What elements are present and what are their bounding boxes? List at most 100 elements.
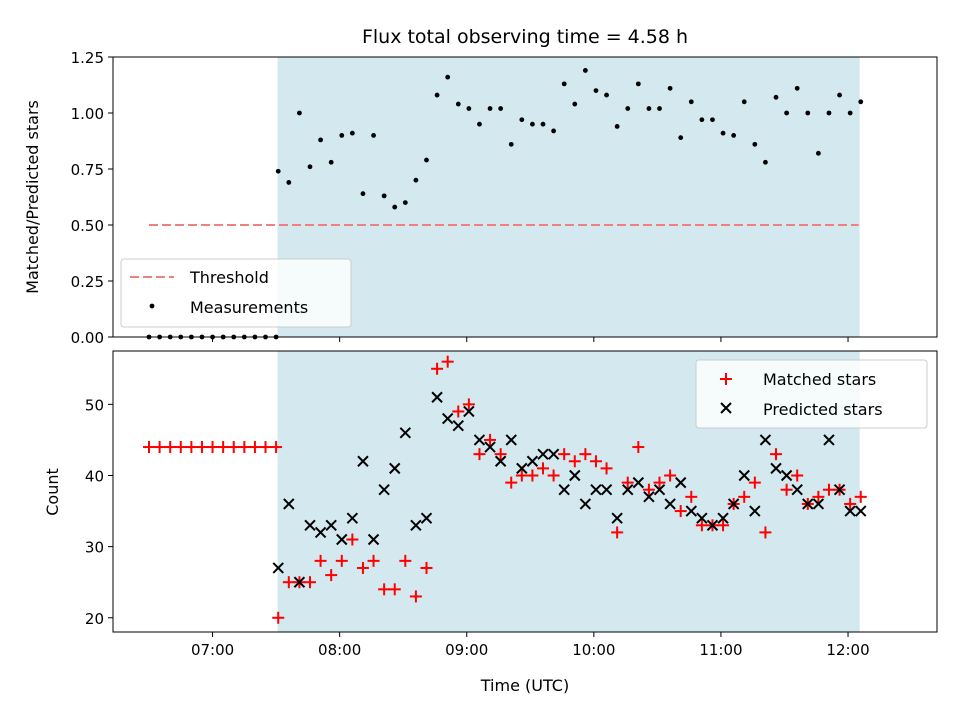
matched-star-point: [642, 483, 655, 496]
matched-star-point: [589, 455, 602, 468]
matched-star-point: [515, 469, 528, 482]
x-tick-label: 08:00: [318, 641, 361, 659]
predicted-star-point: [526, 455, 539, 467]
predicted-star-point: [473, 434, 486, 446]
measurement-point: [582, 68, 588, 73]
top-plot-frame: [112, 56, 938, 338]
predicted-star-point: [314, 526, 327, 539]
measurement-point: [360, 191, 366, 197]
predicted-star-point: [357, 455, 369, 467]
bottom-y-tick-label: 50: [85, 396, 104, 414]
predicted-star-point: [547, 448, 560, 460]
predicted-star-point: [664, 498, 676, 510]
top-panel: 0.00 0.25 0.50 0.75 1.00 1.25 Matched/Predict…: [23, 49, 938, 347]
top-legend: Threshold Measurements: [120, 258, 352, 328]
predicted-star-point: [579, 498, 592, 510]
measurement-point: [519, 117, 525, 123]
top-y-tick-label: 1.00: [71, 105, 104, 123]
predicted-star-point: [855, 505, 867, 517]
measurement-point: [392, 204, 398, 210]
measurement-point: [371, 133, 376, 138]
measurement-point: [678, 135, 684, 141]
measurement-point: [773, 94, 779, 100]
measurement-point: [402, 200, 408, 206]
legend-measurements-swatch: [149, 303, 155, 309]
measurement-point: [858, 99, 864, 105]
matched-star-point: [653, 476, 666, 489]
predicted-star-point: [653, 484, 666, 496]
x-tick-label: 12:00: [826, 641, 869, 659]
measurement-point: [826, 110, 832, 116]
top-y-tick-label: 1.25: [71, 49, 104, 67]
matched-star-point: [621, 476, 634, 489]
predicted-star-point: [717, 512, 729, 524]
predicted-star-point: [611, 512, 623, 524]
measurement-point: [784, 110, 790, 116]
measurement-point: [646, 106, 652, 111]
predicted-star-point: [770, 462, 782, 475]
matched-star-point: [526, 469, 539, 482]
bottom-y-axis-label: Count: [43, 468, 62, 516]
matched-star-point: [695, 519, 708, 532]
predicted-star-point: [367, 533, 380, 546]
matched-star-point: [748, 476, 761, 489]
measurement-point: [763, 159, 768, 165]
measurement-point: [710, 117, 715, 123]
predicted-star-point: [272, 562, 284, 574]
predicted-star-point: [759, 434, 772, 446]
measurement-point: [339, 133, 345, 138]
matched-star-point: [473, 448, 486, 461]
predicted-star-point: [558, 484, 570, 496]
predicted-star-point: [738, 469, 750, 482]
predicted-star-point: [749, 505, 761, 517]
measurement-point: [477, 121, 482, 127]
predicted-star-point: [643, 491, 655, 503]
matched-star-point: [685, 490, 698, 503]
matched-star-point: [248, 441, 261, 454]
predicted-star-point: [452, 419, 464, 432]
bottom-y-tick-label: 40: [85, 467, 104, 485]
measurement-point: [381, 193, 387, 199]
matched-star-point: [238, 441, 251, 454]
x-tick-label: 07:00: [191, 641, 234, 659]
measurement-point: [413, 177, 419, 183]
measurement-point: [434, 92, 440, 98]
predicted-star-point: [505, 434, 517, 446]
top-y-tick-label: 0.50: [71, 217, 104, 235]
predicted-star-point: [632, 476, 645, 489]
matched-star-point: [378, 583, 391, 596]
matched-star-point: [356, 561, 369, 574]
measurement-point: [731, 133, 737, 138]
matched-star-point: [854, 490, 867, 503]
predicted-star-point: [590, 484, 602, 496]
matched-star-point: [399, 554, 412, 567]
predicted-star-point: [484, 441, 496, 453]
measurement-point: [720, 130, 726, 136]
measurement-point: [688, 99, 694, 105]
matched-star-point: [431, 362, 444, 375]
predicted-star-point: [844, 505, 856, 517]
matched-star-point: [206, 441, 219, 454]
matched-star-point: [632, 441, 645, 454]
predicted-star-point: [389, 462, 401, 475]
measurement-point: [424, 157, 429, 163]
bottom-panel: 20 30 40 50 07:00 08:00 09:00 10:00 11:00 12:00 C…: [43, 350, 938, 695]
predicted-star-point: [420, 512, 433, 524]
matched-star-point: [420, 561, 433, 574]
predicted-star-point: [293, 576, 306, 588]
predicted-star-point: [346, 512, 359, 524]
matched-star-point: [367, 554, 380, 567]
matched-star-point: [822, 483, 835, 496]
legend-matched-label: Matched stars: [763, 370, 876, 389]
predicted-star-point: [823, 434, 835, 446]
matched-star-point: [259, 441, 272, 454]
matched-star-point: [335, 554, 348, 567]
matched-star-point: [388, 583, 401, 596]
top-y-tick-label: 0.25: [71, 273, 104, 291]
matched-star-point: [325, 569, 338, 582]
matched-star-point: [664, 469, 677, 482]
measurement-point: [540, 121, 546, 127]
legend-measurements-label: Measurements: [190, 298, 308, 317]
matched-star-point: [844, 497, 857, 510]
measurement-point: [635, 81, 641, 87]
